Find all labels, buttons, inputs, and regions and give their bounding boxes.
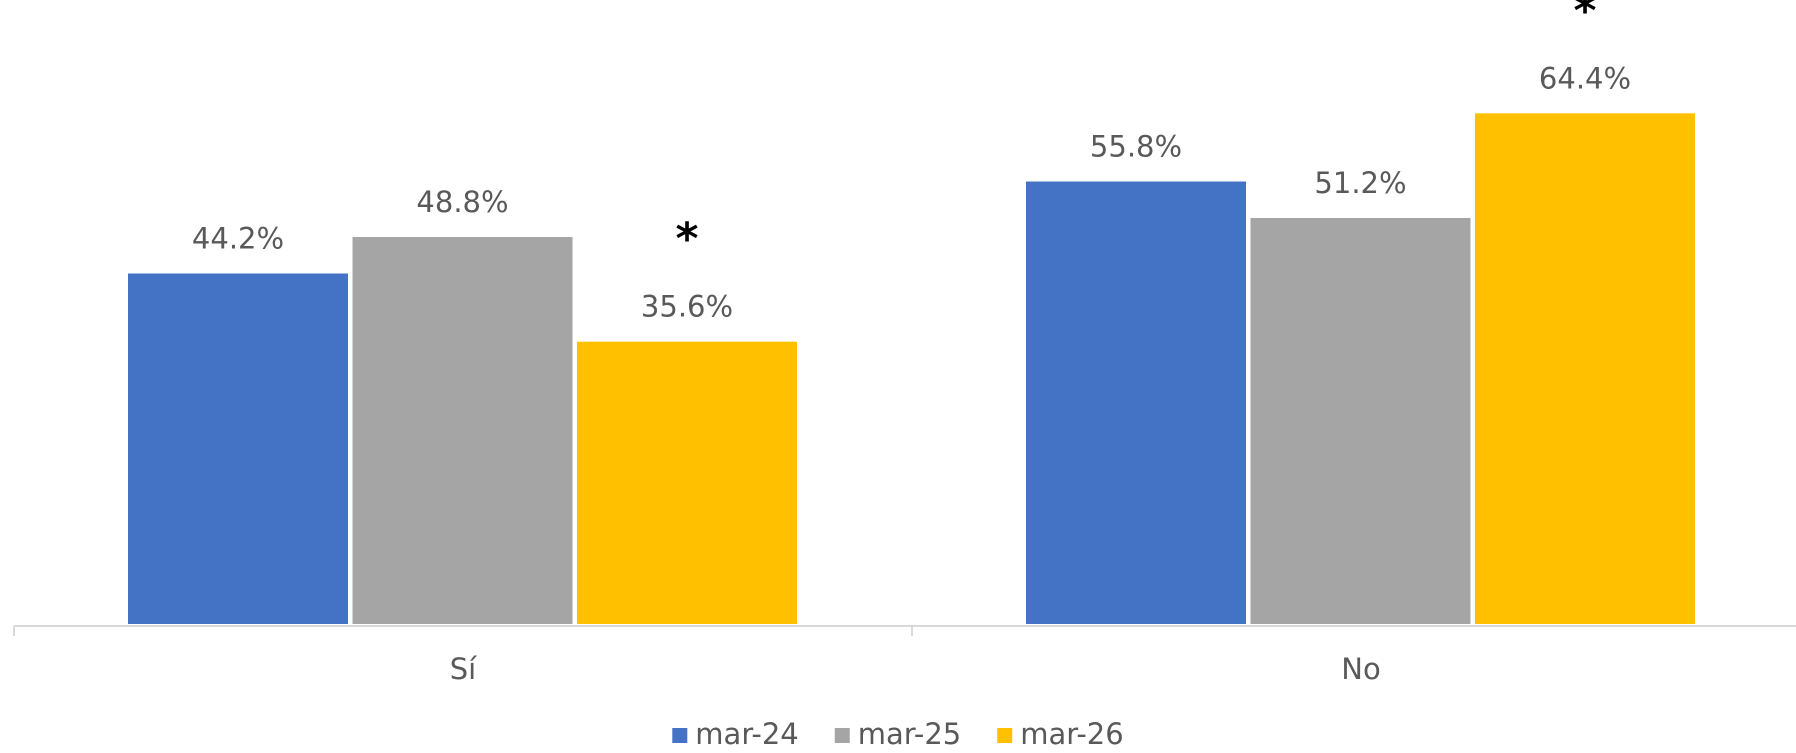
value-label: 51.2% [1314,166,1406,200]
value-label: 44.2% [192,221,284,255]
value-label: 64.4% [1539,61,1631,95]
x-tick-label: Sí [450,652,477,686]
legend-label: mar-26 [1020,717,1123,751]
value-note: * [1573,0,1596,36]
bar [1026,181,1246,625]
value-label: 55.8% [1090,130,1182,164]
bar [128,273,348,624]
bar [1250,217,1471,624]
legend-label: mar-25 [858,717,961,751]
bar [1475,113,1695,625]
value-label: 48.8% [416,185,508,219]
legend-label: mar-24 [695,717,798,751]
bar [352,237,573,625]
legend-swatch [672,728,688,743]
legend-swatch [834,728,850,743]
value-note: * [675,214,698,265]
legend-swatch [997,728,1013,743]
x-tick-label: No [1341,652,1380,686]
value-label: 35.6% [641,290,733,324]
bar [577,341,797,624]
